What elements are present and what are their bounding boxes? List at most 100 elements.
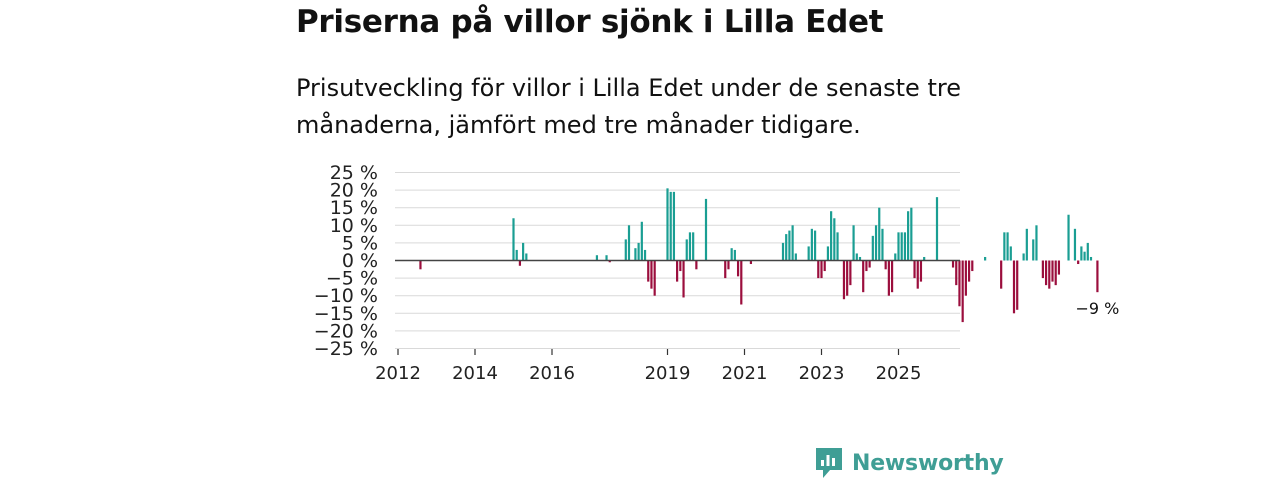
bar bbox=[810, 228, 813, 261]
bar bbox=[871, 235, 874, 261]
bar bbox=[842, 260, 846, 300]
bar bbox=[1051, 260, 1054, 282]
x-tick-label: 2014 bbox=[452, 363, 498, 384]
bar bbox=[894, 253, 897, 261]
bar bbox=[653, 260, 656, 296]
bar bbox=[679, 260, 682, 272]
bar bbox=[692, 232, 695, 261]
newsworthy-logo-icon bbox=[816, 448, 842, 478]
bar bbox=[1044, 260, 1048, 286]
bar bbox=[1009, 246, 1012, 261]
bar bbox=[672, 191, 676, 261]
bar bbox=[624, 239, 627, 261]
bar bbox=[916, 260, 919, 289]
bar bbox=[647, 260, 650, 282]
bar bbox=[855, 253, 858, 261]
bar bbox=[823, 260, 826, 272]
bar bbox=[868, 260, 871, 268]
bar bbox=[627, 225, 631, 261]
x-tick-label: 2016 bbox=[529, 363, 575, 384]
bar bbox=[1054, 260, 1057, 286]
bar bbox=[669, 191, 672, 261]
bar bbox=[884, 260, 887, 270]
y-tick-label: −20 % bbox=[314, 320, 378, 342]
bar bbox=[1012, 260, 1016, 314]
bar bbox=[1077, 260, 1080, 265]
bar bbox=[984, 256, 987, 261]
bar bbox=[852, 225, 855, 261]
bar bbox=[1073, 228, 1077, 261]
bar bbox=[858, 256, 862, 261]
y-tick-label: 0 % bbox=[342, 250, 378, 272]
bar bbox=[785, 234, 788, 261]
bar bbox=[730, 248, 733, 261]
bar bbox=[749, 260, 753, 265]
bar bbox=[605, 255, 608, 261]
bar bbox=[807, 246, 810, 261]
bar bbox=[1016, 260, 1019, 310]
bar bbox=[865, 260, 868, 272]
y-tick-label: 15 % bbox=[330, 197, 378, 219]
price-change-chart: 25 %20 %15 %10 %5 %0 %−5 %−10 %−15 %−20 … bbox=[314, 162, 1120, 384]
bar bbox=[704, 198, 708, 261]
bar bbox=[1041, 260, 1044, 279]
bar bbox=[817, 260, 820, 279]
bar bbox=[419, 260, 422, 270]
bar bbox=[685, 239, 688, 261]
bar bbox=[724, 260, 727, 279]
bar bbox=[967, 260, 971, 282]
bar bbox=[727, 260, 730, 270]
x-tick-label: 2021 bbox=[722, 363, 768, 384]
bar bbox=[964, 260, 967, 296]
y-tick-label: −15 % bbox=[314, 303, 378, 325]
bar bbox=[846, 260, 849, 296]
bar bbox=[1048, 260, 1051, 289]
bar bbox=[515, 249, 518, 261]
bar bbox=[881, 228, 884, 261]
bar bbox=[643, 249, 647, 261]
bar bbox=[910, 207, 913, 261]
bar bbox=[971, 260, 974, 272]
bar bbox=[897, 232, 900, 261]
bar bbox=[688, 232, 692, 261]
bar bbox=[919, 260, 923, 282]
bar bbox=[637, 242, 640, 261]
bar bbox=[830, 211, 833, 261]
bar bbox=[890, 260, 894, 293]
bar bbox=[1067, 214, 1070, 261]
bar bbox=[740, 260, 743, 305]
bar bbox=[955, 260, 958, 286]
last-value-label-bg bbox=[1075, 299, 1120, 320]
bar bbox=[512, 218, 515, 261]
chart-title: Priserna på villor sjönk i Lilla Edet bbox=[296, 4, 884, 40]
bar bbox=[634, 248, 637, 261]
newsworthy-logo: Newsworthy bbox=[814, 446, 1004, 480]
y-tick-label: 10 % bbox=[330, 215, 378, 237]
bar bbox=[1022, 253, 1025, 261]
bar bbox=[525, 253, 528, 261]
bar bbox=[1035, 225, 1038, 261]
bar bbox=[781, 242, 785, 261]
y-tick-label: −25 % bbox=[314, 338, 378, 360]
x-tick-label: 2025 bbox=[876, 363, 922, 384]
bar bbox=[1003, 232, 1006, 261]
y-tick-label: 25 % bbox=[330, 162, 378, 184]
last-value-label: −9 % bbox=[1075, 299, 1119, 318]
bar bbox=[820, 260, 823, 279]
bar bbox=[788, 230, 791, 261]
bar bbox=[736, 260, 740, 277]
bar bbox=[1080, 246, 1083, 261]
bar bbox=[733, 249, 736, 261]
bar bbox=[903, 232, 907, 261]
bar bbox=[1057, 260, 1061, 275]
y-tick-label: −5 % bbox=[326, 268, 378, 290]
bar bbox=[1083, 251, 1086, 261]
bar bbox=[666, 188, 669, 261]
bar bbox=[935, 197, 939, 261]
bar bbox=[640, 221, 643, 261]
bar bbox=[913, 260, 916, 279]
bar bbox=[595, 255, 599, 261]
bar bbox=[874, 225, 878, 261]
bar bbox=[923, 256, 926, 261]
bar bbox=[794, 253, 797, 261]
